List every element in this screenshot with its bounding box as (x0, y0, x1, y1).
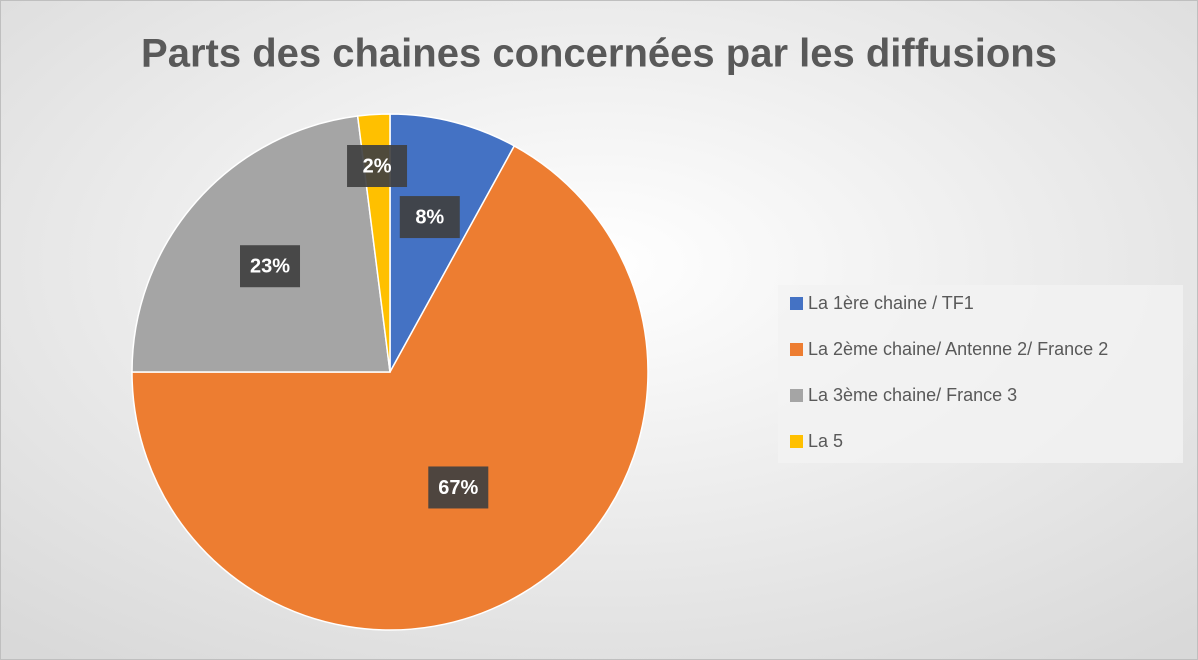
data-label-box (240, 245, 301, 288)
data-label: 2% (363, 155, 392, 177)
legend-label: La 3ème chaine/ France 3 (808, 385, 1017, 405)
data-label-box (347, 145, 408, 188)
legend-box (778, 285, 1183, 463)
data-label: 67% (438, 477, 478, 499)
data-label-box (428, 466, 489, 509)
pie-slice (389, 113, 516, 373)
pie-slice (131, 144, 649, 631)
legend-swatch (790, 343, 803, 356)
legend-swatch (790, 389, 803, 402)
legend-swatch (790, 435, 803, 448)
pie-slice (131, 115, 391, 373)
data-label: 23% (250, 255, 290, 277)
legend-label: La 1ère chaine / TF1 (808, 293, 974, 313)
chart-title: Parts des chaines concernées par les dif… (141, 32, 1057, 76)
data-label-box (399, 196, 460, 239)
data-label: 8% (415, 206, 444, 228)
legend-label: La 5 (808, 431, 843, 451)
legend-label: La 2ème chaine/ Antenne 2/ France 2 (808, 339, 1108, 359)
legend-swatch (790, 297, 803, 310)
